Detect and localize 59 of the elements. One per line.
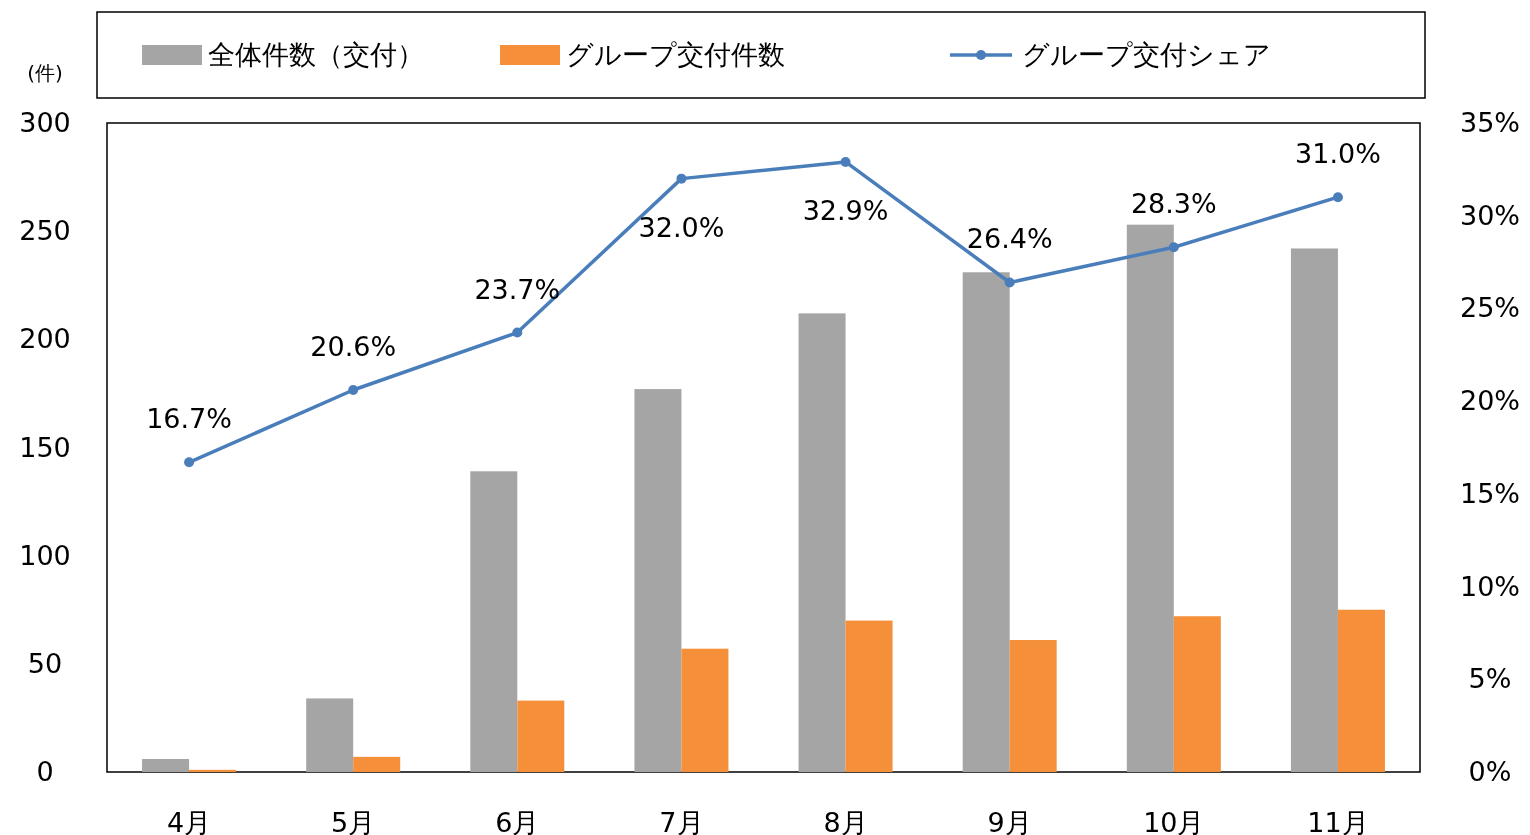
bar bbox=[962, 272, 1010, 772]
bar bbox=[681, 648, 729, 772]
y-tick-label: 200 bbox=[19, 323, 71, 355]
y2-tick-label: 20% bbox=[1459, 385, 1521, 417]
x-tick-label: 6月 bbox=[495, 807, 540, 835]
x-tick-label: 9月 bbox=[987, 807, 1032, 835]
point bbox=[840, 156, 851, 167]
legend-label: グループ交付シェア bbox=[1022, 39, 1271, 70]
point bbox=[348, 385, 359, 396]
data-label: 32.9% bbox=[802, 194, 889, 226]
data-label: 32.0% bbox=[638, 211, 725, 243]
x-tick-label: 4月 bbox=[166, 807, 212, 835]
y2-tick-label: 0% bbox=[1468, 756, 1512, 787]
bar bbox=[142, 759, 190, 772]
bar bbox=[1290, 248, 1338, 772]
legend-label: 全体件数（交付） bbox=[208, 39, 424, 70]
y-tick-label: 250 bbox=[19, 215, 71, 247]
bar bbox=[1173, 616, 1221, 772]
point bbox=[1168, 242, 1179, 253]
y2-tick-label: 5% bbox=[1468, 663, 1512, 695]
point bbox=[676, 173, 687, 184]
x-tick-label: 11月 bbox=[1307, 807, 1369, 835]
y2-tick-label: 10% bbox=[1459, 570, 1521, 602]
data-label: 28.3% bbox=[1130, 188, 1217, 220]
y2-tick-label: 30% bbox=[1459, 199, 1521, 231]
bar bbox=[845, 620, 893, 772]
bar bbox=[1009, 640, 1057, 772]
bar bbox=[353, 756, 401, 772]
y-axis-title: (件) bbox=[27, 61, 63, 85]
y-tick-label: 50 bbox=[27, 647, 63, 679]
bar bbox=[189, 769, 237, 772]
data-label: 16.7% bbox=[146, 403, 232, 435]
bar bbox=[1337, 609, 1385, 772]
y2-tick-label: 35% bbox=[1459, 107, 1521, 138]
point bbox=[1332, 192, 1343, 203]
y-tick-label: 0 bbox=[36, 756, 54, 787]
y2-tick-label: 25% bbox=[1459, 292, 1521, 324]
data-label: 31.0% bbox=[1295, 138, 1381, 170]
x-tick-label: 5月 bbox=[331, 807, 376, 835]
bar bbox=[1126, 224, 1174, 772]
y-tick-label: 100 bbox=[19, 539, 71, 571]
y-tick-label: 300 bbox=[19, 107, 71, 138]
x-tick-label: 10月 bbox=[1143, 807, 1205, 835]
data-label: 23.7% bbox=[474, 273, 561, 305]
legend-label: グループ交付件数 bbox=[566, 39, 785, 70]
point bbox=[512, 327, 523, 338]
point bbox=[1004, 277, 1015, 288]
bar bbox=[517, 700, 565, 772]
bar bbox=[798, 313, 846, 772]
bar bbox=[470, 471, 518, 772]
point bbox=[184, 457, 195, 468]
bar bbox=[634, 389, 682, 772]
y-tick-label: 150 bbox=[19, 431, 71, 463]
bar bbox=[306, 698, 354, 772]
data-label: 26.4% bbox=[966, 223, 1053, 255]
data-label: 20.6% bbox=[310, 331, 397, 363]
x-tick-label: 7月 bbox=[659, 807, 704, 835]
y2-tick-label: 15% bbox=[1459, 477, 1521, 509]
x-tick-label: 8月 bbox=[823, 807, 868, 835]
